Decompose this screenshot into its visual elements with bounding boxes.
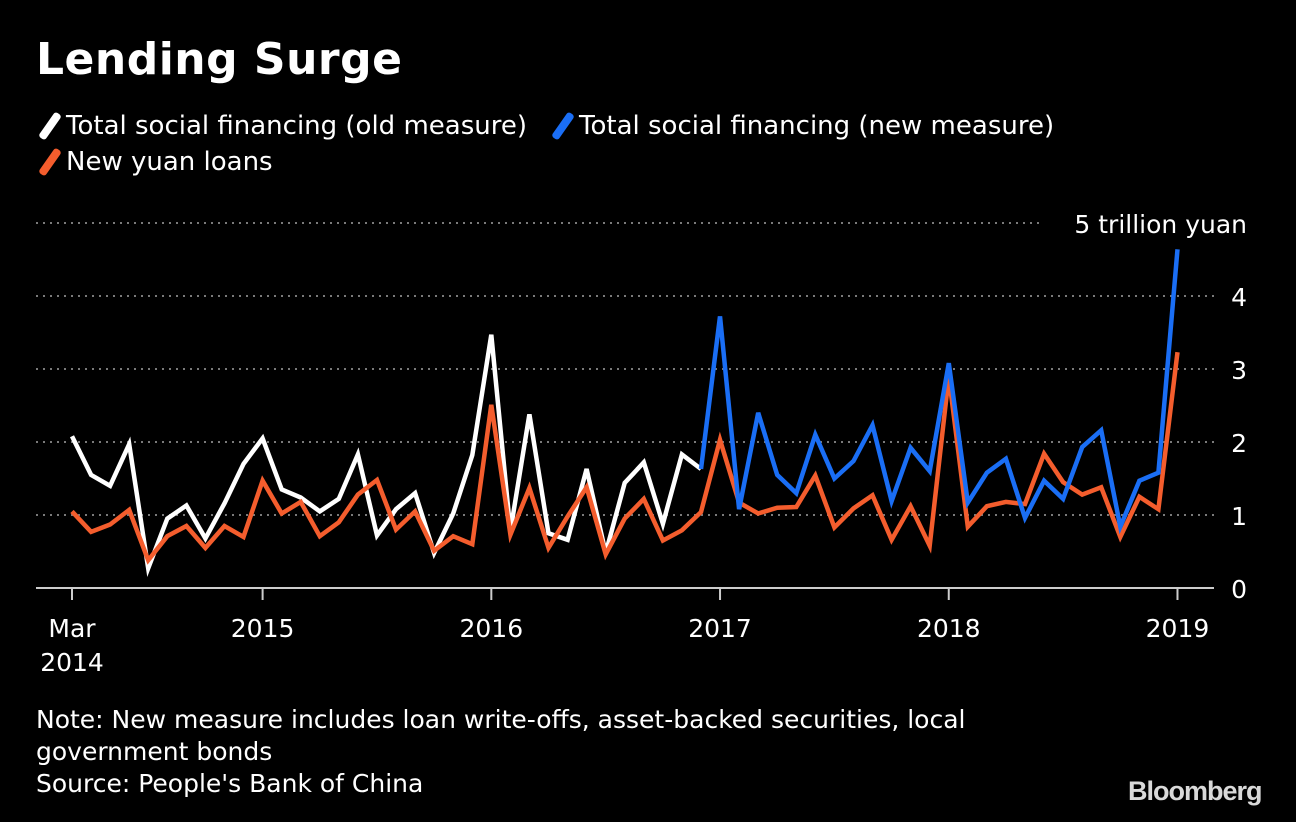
legend-item-new-yuan-loans: New yuan loans	[36, 147, 273, 177]
chart-title: Lending Surge	[36, 34, 403, 85]
y-unit-label: 5 trillion yuan	[1074, 210, 1247, 239]
series-lines	[69, 249, 1180, 578]
gridlines	[36, 222, 1214, 516]
x-tick-label-Mar: Mar	[48, 614, 96, 643]
x-tick-label-2016: 2016	[460, 614, 524, 643]
legend-item-old-measure: Total social financing (old measure)	[36, 111, 527, 141]
x-tick-label-2019: 2019	[1146, 614, 1210, 643]
legend-label-old-measure: Total social financing (old measure)	[66, 111, 527, 141]
series-line-new-yuan-loans	[70, 351, 1180, 565]
x-tick-label-2015: 2015	[231, 614, 295, 643]
axis-labels: 0 1 2 3 4 5 trillion yuan Mar 2014 2015 2016 2017 2…	[40, 210, 1247, 677]
series-line-old-measure	[69, 334, 703, 578]
legend: Total social financing (old measure) Tot…	[36, 108, 1276, 180]
source-text: Source: People's Bank of China	[36, 769, 424, 798]
bloomberg-logo: Bloomberg	[1128, 776, 1263, 806]
legend-item-new-measure: Total social financing (new measure)	[549, 111, 1054, 141]
x-tick-label-2017: 2017	[688, 614, 752, 643]
y-tick-label-4: 4	[1231, 283, 1247, 312]
y-tick-label-3: 3	[1231, 356, 1247, 385]
legend-label-new-measure: Total social financing (new measure)	[579, 111, 1055, 141]
series-line-new-measure	[698, 249, 1180, 535]
x-axis	[36, 587, 1214, 600]
legend-label-new-yuan-loans: New yuan loans	[66, 147, 273, 177]
y-tick-label-1: 1	[1231, 502, 1247, 531]
y-tick-label-0: 0	[1231, 575, 1247, 604]
x-tick-label-2018: 2018	[917, 614, 981, 643]
note-text: Note: New measure includes loan write-of…	[36, 705, 966, 766]
y-tick-label-2: 2	[1231, 429, 1247, 458]
x-tick-sublabel-2014: 2014	[40, 648, 104, 677]
footnote: Note: New measure includes loan write-of…	[36, 704, 1096, 800]
